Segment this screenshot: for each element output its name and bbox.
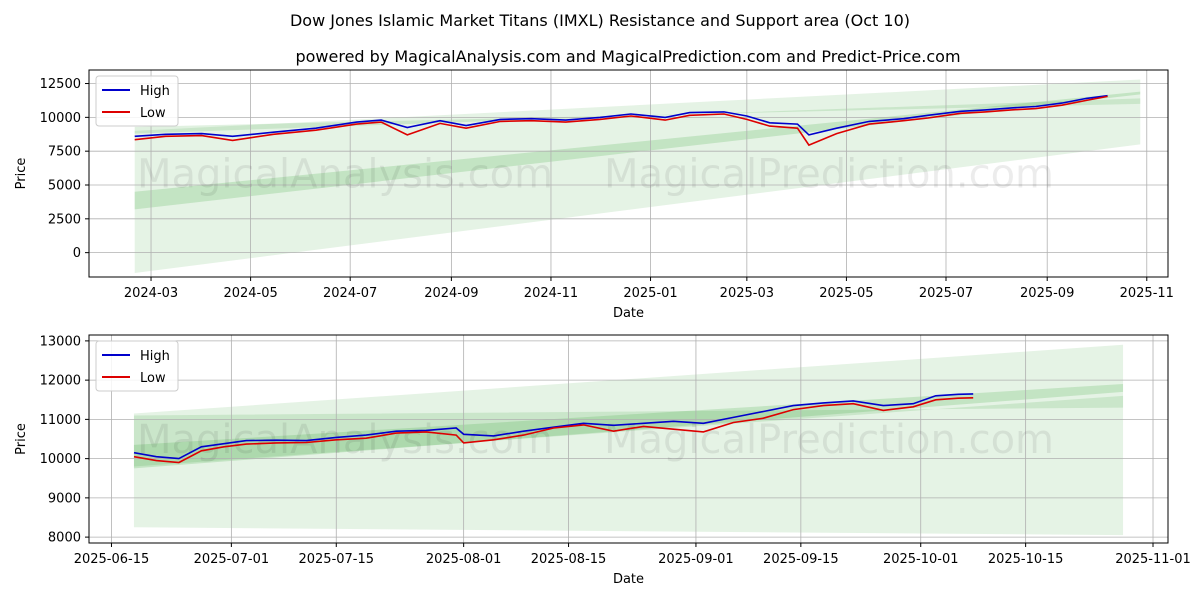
x-tick-label: 2025-11 — [1120, 286, 1174, 301]
x-tick-label: 2025-01 — [623, 286, 677, 301]
y-tick-label: 10000 — [40, 452, 81, 467]
x-tick-label: 2025-07-01 — [194, 552, 270, 567]
series-line-high — [133, 393, 974, 460]
y-tick-label: 11000 — [40, 413, 81, 428]
x-tick-label: 2025-08-15 — [531, 552, 607, 567]
x-tick-label: 2025-09-01 — [658, 552, 734, 567]
plot-area: MagicalAnalysis.com MagicalPrediction.com — [89, 70, 1168, 277]
y-tick-label: 0 — [73, 246, 81, 261]
support-resistance-band — [133, 344, 1124, 536]
x-tick-label: 2025-09-15 — [763, 552, 839, 567]
x-tick-label: 2025-03 — [720, 286, 774, 301]
x-tick-label: 2024-07 — [323, 286, 377, 301]
y-axis-label: Price — [14, 158, 29, 190]
x-tick-label: 2024-09 — [424, 286, 478, 301]
x-tick-label: 2025-07-15 — [298, 552, 374, 567]
legend-label-low: Low — [140, 106, 166, 121]
watermark-prediction: MagicalPrediction.com — [604, 152, 1054, 198]
y-axis-label: Price — [14, 423, 29, 455]
watermark-prediction: MagicalPrediction.com — [604, 417, 1054, 463]
x-tick-label: 2024-11 — [524, 286, 578, 301]
legend: High Low — [95, 75, 179, 127]
x-tick-label: 2025-06-15 — [74, 552, 150, 567]
x-tick-label: 2025-05 — [819, 286, 873, 301]
plot-frame — [88, 69, 1169, 278]
legend-label-high: High — [140, 349, 170, 364]
x-tick-label: 2025-08-01 — [426, 552, 502, 567]
series-line-high — [134, 94, 1108, 138]
x-tick-label: 2025-07 — [919, 286, 973, 301]
legend-box — [95, 340, 179, 392]
support-resistance-band — [134, 79, 1141, 273]
top-panel: MagicalAnalysis.com MagicalPrediction.com… — [14, 69, 1174, 321]
y-tick-label: 10000 — [40, 111, 81, 126]
chart-title: Dow Jones Islamic Market Titans (IMXL) R… — [290, 11, 910, 30]
bottom-panel: MagicalAnalysis.com MagicalPrediction.com… — [14, 334, 1191, 587]
x-axis-label: Date — [613, 306, 644, 321]
legend-box — [95, 75, 179, 127]
plot-area: MagicalAnalysis.com MagicalPrediction.com — [89, 335, 1168, 543]
series-line-low — [133, 397, 974, 464]
legend-label-high: High — [140, 84, 170, 99]
y-tick-label: 13000 — [40, 334, 81, 349]
legend: High Low — [95, 340, 179, 392]
y-tick-label: 2500 — [48, 212, 81, 227]
support-resistance-band — [134, 91, 1141, 210]
y-tick-label: 12000 — [40, 374, 81, 389]
y-tick-label: 8000 — [48, 531, 81, 546]
y-tick-label: 12500 — [40, 77, 81, 92]
x-tick-label: 2025-11-01 — [1115, 552, 1191, 567]
y-tick-label: 7500 — [48, 145, 81, 160]
y-tick-label: 5000 — [48, 179, 81, 194]
x-tick-label: 2025-10-15 — [988, 552, 1064, 567]
x-tick-label: 2025-10-01 — [883, 552, 959, 567]
y-tick-label: 9000 — [48, 491, 81, 506]
x-tick-label: 2024-05 — [223, 286, 277, 301]
watermark-analysis: MagicalAnalysis.com — [137, 152, 553, 198]
plot-frame — [88, 334, 1169, 544]
x-tick-label: 2024-03 — [124, 286, 178, 301]
x-tick-label: 2025-09 — [1020, 286, 1074, 301]
legend-label-low: Low — [140, 371, 166, 386]
support-resistance-band — [133, 395, 1124, 467]
chart-subtitle: powered by MagicalAnalysis.com and Magic… — [295, 47, 960, 66]
series-line-low — [134, 95, 1108, 147]
x-axis-label: Date — [613, 572, 644, 587]
